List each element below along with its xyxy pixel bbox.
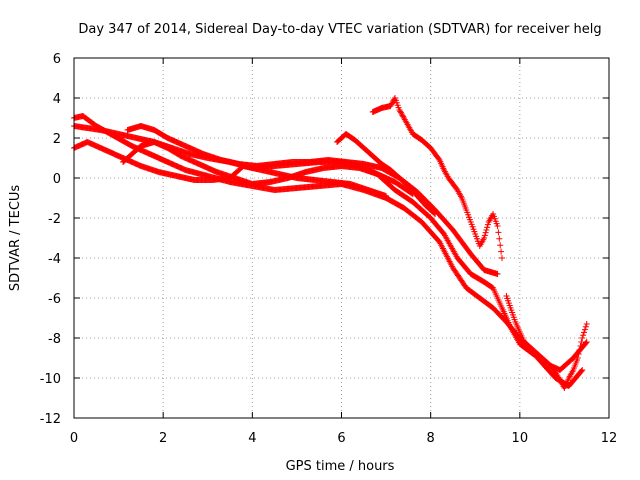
series-track-b [71,113,586,389]
data-point [389,99,396,105]
x-tick-label: 12 [601,431,618,446]
series-track-f [334,131,439,217]
data-point [497,242,504,249]
data-point [578,339,585,345]
data-point [483,227,490,233]
data-point [383,193,390,199]
data-point [498,248,505,255]
data-point [387,103,394,109]
data-point [578,368,585,374]
data-point [580,332,587,339]
data-point [482,229,489,236]
series-track-g [369,95,505,261]
y-tick-label: 0 [53,172,61,187]
x-tick-label: 0 [70,431,78,446]
x-axis-label: GPS time / hours [286,459,395,474]
data-point [494,223,501,229]
data-point [388,101,395,108]
data-point [494,271,501,277]
data-point [574,355,581,361]
data-point [398,111,405,117]
data-point [581,329,588,336]
x-tick-label: 8 [427,431,435,446]
data-point [397,109,404,116]
data-point [583,321,590,327]
y-tick-label: -4 [48,252,61,267]
x-tick-label: 10 [512,431,529,446]
data-point [582,323,589,330]
x-tick-label: 2 [159,431,167,446]
y-tick-label: 4 [53,92,61,107]
data-point [583,339,590,345]
data-point [396,107,403,113]
x-tick-label: 4 [248,431,256,446]
data-point [499,255,505,261]
data-point [389,100,396,107]
tick-layer: 0 2 4 6 8 10 12 6 4 2 0 -2 -4 -6 -8 -10 -12 [40,52,618,446]
y-tick-label: -8 [48,332,61,347]
y-tick-label: 2 [53,132,61,147]
data-point [399,112,406,119]
grid-layer [74,58,609,418]
data-point [579,335,586,341]
y-tick-label: -10 [40,372,61,387]
data-point [432,211,439,217]
data-point [582,340,589,346]
data-point [495,229,502,236]
data-point [579,367,586,373]
y-tick-label: -2 [48,212,61,227]
y-tick-label: 6 [53,52,61,67]
data-point [481,235,488,241]
data-point [577,343,584,349]
data-layer [71,95,590,391]
y-tick-label: -12 [40,412,61,427]
data-point [431,210,438,217]
data-point [496,235,503,242]
data-point [581,326,588,333]
series-track-h [503,293,590,391]
series-track-d [120,139,416,197]
data-point [397,108,404,115]
chart-title: Day 347 of 2014, Sidereal Day-to-day VTE… [78,22,601,37]
y-tick-label: -6 [48,292,61,307]
y-axis-label: SDTVAR / TECUs [8,185,23,292]
data-point [575,351,582,357]
data-point [484,224,491,231]
data-point [484,221,491,228]
data-point [481,232,488,239]
data-point [576,347,583,353]
x-tick-label: 6 [337,431,345,446]
